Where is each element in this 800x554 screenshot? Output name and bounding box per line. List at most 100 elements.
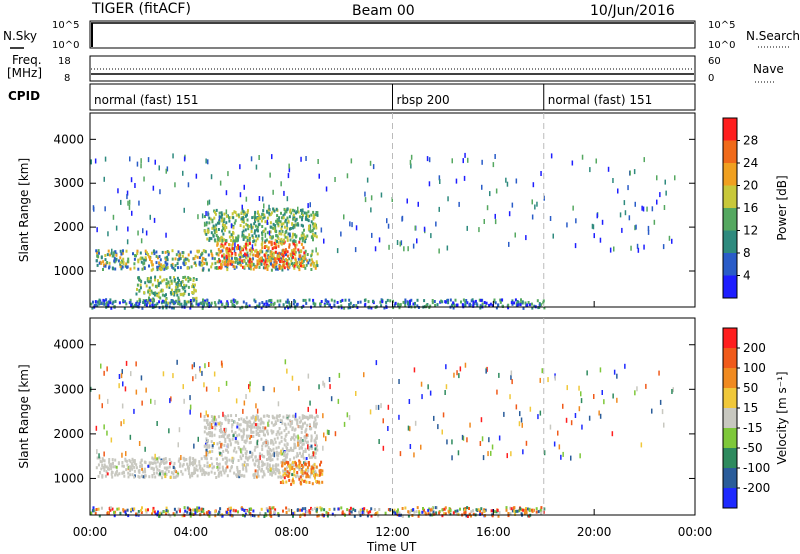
data-cell [297,441,299,447]
data-cell [376,511,379,515]
data-cell [221,229,224,233]
data-cell [128,199,131,205]
data-cell [301,218,303,222]
x-tick-label: 16:00 [476,525,511,539]
data-cell [257,254,260,258]
data-cell [269,472,272,476]
data-cell [196,509,199,513]
data-cell [225,239,228,243]
data-cell [403,246,405,252]
data-cell [601,390,603,395]
data-cell [183,398,185,404]
data-cell [171,257,174,261]
data-cell [138,200,140,206]
data-cell [172,475,175,479]
data-cell [139,461,142,465]
data-cell [296,452,299,456]
data-cell [155,250,158,254]
data-cell [240,252,243,256]
data-cell [92,300,94,304]
data-cell [276,469,279,473]
data-cell [270,211,273,215]
data-cell [125,468,128,472]
data-cell [211,449,214,453]
data-cell [269,259,272,263]
data-cell [263,462,266,466]
data-cell [305,211,308,215]
data-cell [137,258,140,262]
data-cell [277,241,280,245]
data-cell [170,300,173,304]
data-cell [281,479,284,483]
data-cell [299,237,301,241]
data-cell [651,408,653,414]
data-cell [483,510,486,513]
data-cell [256,251,259,255]
data-cell [248,425,251,429]
data-cell [599,413,602,419]
data-cell [232,434,235,438]
data-cell [607,166,610,172]
data-cell [482,455,485,461]
data-cell [609,247,612,253]
data-cell [250,156,253,162]
data-cell [241,231,244,236]
data-cell [426,156,429,162]
data-cell [264,257,267,261]
data-cell [306,433,309,437]
data-cell [90,302,93,306]
nsky-tick-top: 10^5 [52,20,79,31]
data-cell [301,452,304,456]
data-cell [291,263,294,267]
data-cell [183,506,186,510]
data-cell [343,306,346,310]
data-cell [226,266,229,269]
data-cell [186,257,189,261]
data-cell [186,462,189,466]
data-cell [316,264,319,268]
data-cell [246,236,249,239]
data-cell [286,298,289,302]
data-cell [464,362,467,368]
data-cell [540,171,542,176]
data-cell [242,434,245,438]
data-cell [121,471,124,475]
data-cell [298,459,301,463]
data-cell [265,300,268,304]
data-cell [165,297,168,300]
data-cell [463,511,466,515]
data-cell [295,243,298,247]
data-cell [579,453,581,459]
data-cell [434,303,437,307]
data-cell [518,421,521,427]
colorbar-tick-label: 50 [743,381,758,395]
data-cell [92,509,95,513]
data-cell [181,514,184,518]
data-cell [282,303,285,307]
data-cell [102,268,104,271]
data-cell [165,306,168,310]
data-cell [256,423,259,427]
data-cell [217,253,220,257]
data-cell [514,298,517,302]
data-cell [208,221,211,225]
data-cell [191,512,194,516]
data-cell [183,258,186,262]
data-cell [183,286,186,290]
data-cell [296,508,299,512]
data-cell [241,437,244,441]
data-cell [125,512,127,516]
data-cell [304,240,307,244]
data-cell [464,300,467,304]
data-cell [562,451,564,457]
data-cell [223,228,226,232]
data-cell [175,474,178,478]
data-cell [307,447,310,451]
data-cell [295,435,297,439]
data-cell [647,229,650,235]
data-cell [163,278,166,282]
cpid-segment-label: rbsp 200 [397,93,450,107]
data-cell [234,437,237,440]
data-cell [572,205,574,211]
data-cell [282,248,285,252]
